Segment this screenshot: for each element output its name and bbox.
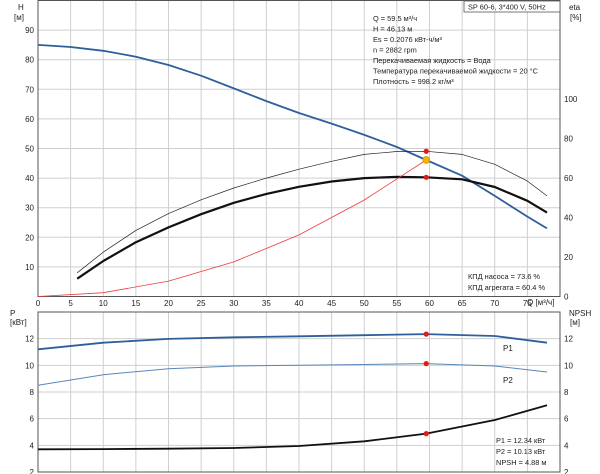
h-axis-label: H bbox=[18, 3, 24, 12]
h-tick-label: 70 bbox=[25, 85, 34, 94]
p1-value-text: P1 = 12.34 кВт bbox=[496, 436, 546, 445]
x-tick-label: 60 bbox=[425, 299, 434, 308]
x-tick-label: 20 bbox=[164, 299, 173, 308]
h-tick-label: 20 bbox=[25, 233, 34, 242]
pump-efficiency-text: КПД насоса = 73.6 % bbox=[468, 272, 540, 281]
x-tick-label: 25 bbox=[197, 299, 206, 308]
title-box bbox=[463, 0, 561, 13]
x-tick-label: 5 bbox=[68, 299, 73, 308]
npsh-axis-label: NPSH bbox=[569, 309, 591, 318]
upper-plot-series bbox=[37, 44, 548, 297]
lower-plot-series bbox=[37, 331, 548, 451]
p-axis-unit: [кВт] bbox=[10, 318, 27, 327]
efficiency-point-marker bbox=[423, 148, 429, 154]
h-tick-label: 90 bbox=[25, 26, 34, 35]
eta-tick-label: 0 bbox=[564, 293, 569, 302]
duty-point-info: Q = 59.5 м³/ч H = 46.13 м Es = 0.2076 кВ… bbox=[373, 14, 539, 86]
p-tick-label: 4 bbox=[30, 441, 35, 450]
info-line: Es = 0.2076 кВт-ч/м³ bbox=[373, 35, 442, 44]
axis-ticks: 0 5 10 15 20 25 30 35 40 45 50 55 60 65 70 751020304050… bbox=[25, 26, 578, 474]
x-tick-label: 35 bbox=[262, 299, 271, 308]
h-tick-label: 10 bbox=[25, 263, 34, 272]
eta-tick-label: 60 bbox=[564, 174, 573, 183]
eta-axis-unit: [%] bbox=[570, 13, 582, 22]
upper-plot-grid bbox=[37, 0, 560, 297]
power-point-marker bbox=[423, 431, 429, 437]
p-tick-label: 6 bbox=[30, 415, 35, 424]
h-axis-unit: [м] bbox=[14, 13, 24, 22]
h-tick-label: 80 bbox=[25, 56, 34, 65]
x-tick-label: 0 bbox=[36, 299, 41, 308]
eta-tick-label: 40 bbox=[564, 214, 573, 223]
p-tick-label: 8 bbox=[30, 388, 35, 397]
npsh-tick-label: 12 bbox=[564, 335, 573, 344]
x-tick-label: 45 bbox=[327, 299, 336, 308]
h-tick-label: 60 bbox=[25, 115, 34, 124]
series-line-p1 bbox=[37, 333, 548, 351]
eta-tick-label: 20 bbox=[564, 253, 573, 262]
duty-point-marker bbox=[422, 156, 431, 164]
x-tick-label: 55 bbox=[392, 299, 401, 308]
lower-plot-frame bbox=[37, 311, 561, 473]
eta-tick-label: 100 bbox=[564, 95, 578, 104]
series-line-npsh bbox=[37, 404, 548, 451]
h-tick-label: 30 bbox=[25, 204, 34, 213]
info-line: Q = 59.5 м³/ч bbox=[373, 14, 417, 23]
p-tick-label: 2 bbox=[30, 468, 35, 474]
npsh-tick-label: 8 bbox=[564, 388, 569, 397]
p2-series-label: P2 bbox=[503, 376, 513, 385]
h-tick-label: 50 bbox=[25, 145, 34, 154]
unit-efficiency-text: КПД агрегата = 60.4 % bbox=[468, 283, 545, 292]
eta-tick-label: 80 bbox=[564, 135, 573, 144]
info-line: Температура перекачиваемой жидкости = 20… bbox=[373, 67, 539, 76]
x-tick-label: 75 bbox=[523, 299, 532, 308]
power-point-marker bbox=[423, 331, 429, 337]
chart-title: SP 60-6, 3*400 V, 50Hz bbox=[468, 3, 546, 12]
series-line-system bbox=[37, 159, 427, 297]
x-tick-label: 50 bbox=[360, 299, 369, 308]
p1-series-label: P1 bbox=[503, 344, 513, 353]
npsh-tick-label: 10 bbox=[564, 361, 573, 370]
npsh-axis-unit: [м] bbox=[570, 318, 580, 327]
efficiency-point-marker bbox=[423, 174, 429, 180]
q-axis-label: Q [м³/ч] bbox=[527, 298, 554, 307]
info-line: Плотность = 998.2 кг/м³ bbox=[373, 77, 454, 86]
x-tick-label: 65 bbox=[458, 299, 467, 308]
npsh-tick-label: 2 bbox=[564, 468, 569, 474]
npsh-value-text: NPSH = 4.88 м bbox=[496, 458, 546, 467]
npsh-tick-label: 4 bbox=[564, 441, 569, 450]
eta-axis-label: eta bbox=[569, 3, 581, 12]
series-line-p2 bbox=[37, 363, 548, 386]
x-tick-label: 70 bbox=[490, 299, 499, 308]
x-tick-label: 15 bbox=[131, 299, 140, 308]
upper-plot-frame bbox=[37, 0, 561, 297]
info-line: Перекачиваемая жидкость = Вода bbox=[373, 56, 492, 65]
x-tick-label: 40 bbox=[295, 299, 304, 308]
x-tick-label: 30 bbox=[229, 299, 238, 308]
p2-value-text: P2 = 10.13 кВт bbox=[496, 447, 546, 456]
npsh-tick-label: 6 bbox=[564, 415, 569, 424]
info-line: n = 2882 rpm bbox=[373, 46, 417, 55]
p-axis-label: P bbox=[10, 309, 15, 318]
efficiency-info: КПД насоса = 73.6 % КПД агрегата = 60.4 … bbox=[468, 272, 545, 292]
series-line-efficiency bbox=[76, 175, 548, 280]
power-info: P1 = 12.34 кВт P2 = 10.13 кВт NPSH = 4.8… bbox=[496, 436, 546, 467]
info-line: H = 46.13 м bbox=[373, 25, 412, 34]
p-tick-label: 10 bbox=[25, 361, 34, 370]
series-line-efficiency-thin bbox=[76, 150, 548, 274]
p-tick-label: 12 bbox=[25, 335, 34, 344]
h-tick-label: 40 bbox=[25, 174, 34, 183]
power-point-marker bbox=[423, 361, 429, 367]
x-tick-label: 10 bbox=[99, 299, 108, 308]
